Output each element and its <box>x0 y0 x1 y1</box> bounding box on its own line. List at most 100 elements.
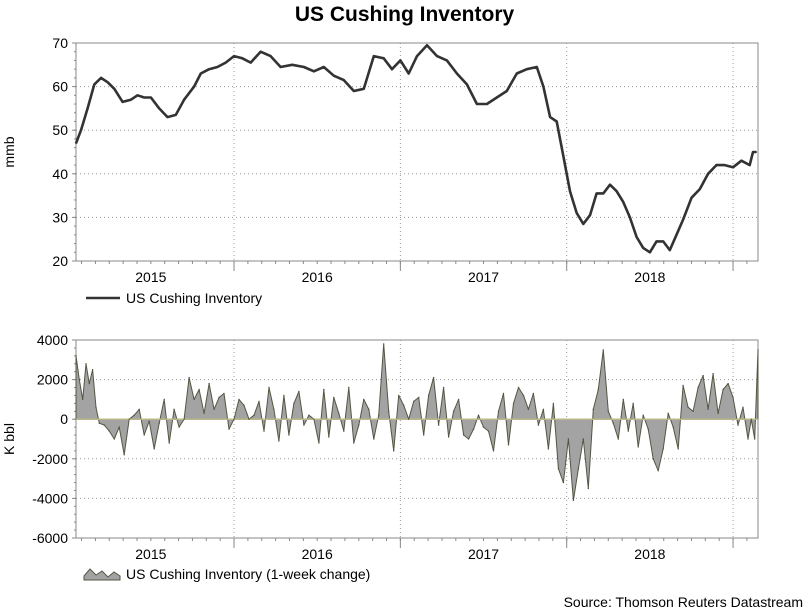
bottom-y-axis-title: K bbl <box>1 423 17 455</box>
data-point <box>208 382 210 385</box>
data-point <box>699 188 701 190</box>
data-point <box>343 430 345 432</box>
data-point <box>555 120 558 123</box>
data-point <box>268 386 270 389</box>
data-point <box>677 448 679 450</box>
y-tick-label: 0 <box>60 411 68 427</box>
data-point <box>647 428 649 430</box>
bottom-legend-label: US Cushing Inventory (1-week change) <box>126 566 370 582</box>
data-point <box>497 410 500 412</box>
bottom-x-axis: 2015 2016 2017 2018 <box>81 538 748 562</box>
data-point <box>106 81 109 83</box>
data-point <box>542 85 545 88</box>
data-point <box>163 398 165 401</box>
data-point <box>667 412 669 414</box>
data-point <box>407 72 410 75</box>
data-point <box>259 50 262 53</box>
data-point <box>607 410 609 412</box>
data-point <box>750 418 752 420</box>
y-tick-label: 30 <box>52 209 68 225</box>
y-tick-label: 4000 <box>37 332 68 348</box>
source-note: Source: Thomson Reuters Datastream <box>563 594 803 610</box>
data-point <box>732 396 734 399</box>
data-point <box>403 404 405 406</box>
change-area <box>75 343 759 501</box>
data-point <box>318 442 320 444</box>
data-point <box>208 68 210 70</box>
data-point <box>632 402 634 405</box>
data-point <box>383 343 385 345</box>
data-point <box>398 394 400 397</box>
data-point <box>452 410 455 412</box>
data-point <box>506 90 508 92</box>
data-point <box>723 164 726 166</box>
data-point <box>649 251 651 254</box>
data-point <box>308 414 310 416</box>
data-point <box>108 430 111 432</box>
data-point <box>413 400 415 403</box>
data-point <box>241 57 244 60</box>
data-point <box>248 418 250 420</box>
data-point <box>675 234 678 236</box>
data-point <box>697 386 699 389</box>
x-tick-label: 2018 <box>634 546 665 562</box>
data-point <box>482 426 485 428</box>
x-tick-label: 2016 <box>302 269 333 285</box>
y-tick-label: 60 <box>52 79 68 95</box>
data-point <box>136 94 139 97</box>
data-point <box>436 55 438 57</box>
data-point <box>98 422 101 424</box>
data-point <box>95 406 97 408</box>
data-point <box>249 61 252 64</box>
data-point <box>333 396 335 399</box>
y-tick-label: 40 <box>52 166 68 182</box>
data-point <box>549 116 551 118</box>
y-tick-label: 70 <box>52 35 68 51</box>
data-point <box>622 201 625 203</box>
data-point <box>188 376 190 379</box>
data-point <box>233 55 235 57</box>
data-point <box>662 240 664 243</box>
top-plot-frame <box>75 42 759 262</box>
bottom-plot-frame <box>75 339 759 539</box>
data-point <box>622 398 624 401</box>
data-point <box>542 408 545 410</box>
data-point <box>637 446 639 448</box>
data-point <box>589 214 591 216</box>
data-point <box>447 436 450 438</box>
data-point <box>233 418 235 420</box>
data-point <box>283 394 285 397</box>
data-point <box>602 349 604 351</box>
data-point <box>715 164 718 166</box>
x-tick-label: 2018 <box>634 269 665 285</box>
data-point <box>78 378 81 381</box>
data-point <box>597 388 599 391</box>
x-tick-label: 2015 <box>135 546 166 562</box>
data-point <box>203 412 205 414</box>
data-point <box>609 183 611 186</box>
data-point <box>75 142 77 145</box>
data-point <box>143 96 145 99</box>
data-point <box>118 426 120 428</box>
data-point <box>642 247 644 249</box>
data-point <box>702 374 704 377</box>
data-point <box>323 66 325 68</box>
top-legend-label: US Cushing Inventory <box>126 290 262 306</box>
data-point <box>128 418 130 420</box>
data-point <box>75 355 77 357</box>
data-point <box>502 392 505 395</box>
page-title: US Cushing Inventory <box>294 3 515 26</box>
data-point <box>85 363 87 365</box>
y-tick-label: 2000 <box>37 372 68 388</box>
data-point <box>682 218 684 221</box>
data-point <box>717 412 719 414</box>
data-point <box>615 190 618 192</box>
y-tick-label: -2000 <box>32 451 68 467</box>
data-point <box>200 72 202 75</box>
data-point <box>123 454 125 456</box>
data-point <box>213 408 215 410</box>
top-y-axis: 20 30 40 50 60 70 <box>52 35 76 269</box>
data-point <box>507 444 510 446</box>
data-point <box>198 388 200 391</box>
data-point <box>672 426 674 428</box>
